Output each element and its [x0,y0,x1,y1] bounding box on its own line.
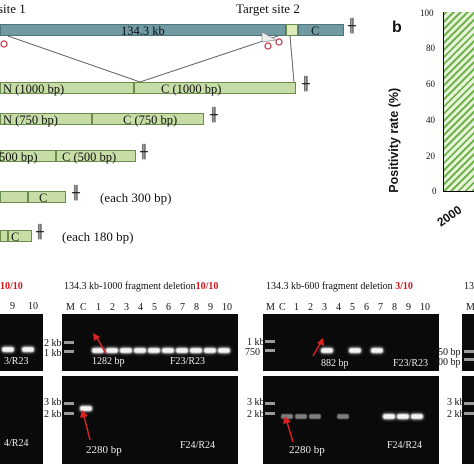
n-fragment-label-3: 500 bp) [0,150,38,164]
gel3-ladder-top-1kb: 1 kb [247,337,265,348]
c-fragment-bar-4: C [28,191,66,205]
terminator-icon: ╫ [302,77,310,92]
c-fragment-label-3: C (500 bp) [62,150,117,164]
gel3-ladder-top-750: 750 bp [245,347,273,358]
n-fragment-label-1: N (1000 bp) [3,82,65,96]
c-fragment-label-2: C (750 bp) [123,113,178,127]
gel4-top [462,314,474,371]
n-fragment-bar-5 [0,230,8,242]
gel1-primer-top: 3/R23 [4,356,29,367]
gel2-ladder-bottom-2kb: 2 kb [44,409,62,420]
gel1-bottom: 4/R24 [0,376,43,464]
terminator-icon: ╫ [210,108,218,123]
c-fragment-label-1: C (1000 bp) [161,82,222,96]
c-fragment-bar-1: C (1000 bp) [134,82,296,96]
terminator-icon: ╫ [348,19,356,34]
c-fragment-label-4: C [39,191,48,205]
gel3-title: 134.3 kb-600 fragment deletion 3/10 [266,281,413,292]
fragment-note-5: (each 180 bp) [62,229,134,244]
n-fragment-bar-2: N (750 bp) [0,113,92,127]
gel2-bottom: 2280 bp F24/R24 [62,376,238,464]
gel2-primer-top: F23/R23 [170,356,206,367]
fragment-note-4: (each 300 bp) [100,190,172,205]
gel3-bottom: 2280 bp F24/R24 [263,376,439,464]
n-fragment-bar-3: 500 bp) [0,150,56,164]
gel2-ladder-bottom-3kb: 3 kb [44,397,62,408]
terminator-icon: ╫ [72,186,80,201]
y-tick-0: 0 [432,186,437,196]
gel3-band-bottom-label: 2280 bp [289,444,325,456]
target-site-2-label: Target site 2 [236,1,300,16]
gel2-band-top-label: 1282 bp [92,356,125,367]
gel4-ladder-top-750: 750 bp [433,347,461,358]
gel4-lane-m: M [466,302,474,313]
gel3-top: 882 bp F23/R23 [263,314,439,371]
gel3-primer-bottom: F24/R24 [387,440,423,451]
y-tick-40: 40 [426,115,435,125]
n-fragment-bar-4 [0,191,28,203]
arrow-icon [80,410,91,441]
gel3-primer-top: F23/R23 [393,358,429,369]
x-axis-line [443,191,474,192]
gel2-band-bottom-label: 2280 bp [86,444,122,456]
gel3-lane-labels: M C 1 2 3 4 5 6 7 8 9 10 [266,302,430,313]
target-site-1-label: site 1 [0,1,26,16]
genome-segment-bar: 134.3 kb [0,24,286,38]
c-fragment-label-5: C [11,230,20,244]
gel2-lane-labels: M C 1 2 3 4 5 6 7 8 9 10 [66,302,232,313]
c-fragment-bar-2: C (750 bp) [92,113,204,127]
gel2-primer-bottom: F24/R24 [180,440,216,451]
panel-b-letter: b [392,19,402,36]
n-fragment-bar-1: N (1000 bp) [0,82,134,96]
gel2-ladder-top-2kb: 2 kb [44,338,62,349]
n-fragment-label-2: N (750 bp) [3,113,58,127]
gel4-ladder-bottom-2kb: 2 kb [447,409,465,420]
y-axis-label: Positivity rate (%) [387,87,402,193]
bar-2000 [444,12,474,191]
gel3-ladder-bottom-3kb: 3 kb [247,397,265,408]
c-segment-bar: C [298,24,344,38]
terminator-icon: ╫ [36,225,44,240]
arrow-icon [312,338,324,357]
gel2-ladder-top-1kb: 1 kb [44,348,62,359]
y-tick-100: 100 [420,8,434,18]
gel3-ladder-bottom-2kb: 2 kb [247,409,265,420]
y-tick-80: 80 [426,43,435,53]
junction-bar [286,24,298,36]
gel1-primer-bottom: 4/R24 [4,438,29,449]
gel3-band-top-label: 882 bp [321,358,349,369]
c-fragment-bar-3: C (500 bp) [56,150,136,164]
x-tick-2000: 2000 [434,202,465,230]
gel1-lane-10: 10 [28,301,38,312]
gel1-title: 10/10 [0,281,23,292]
arrow-icon [283,416,294,443]
deletion-lines-icon [0,31,295,83]
y-tick-60: 60 [426,79,435,89]
gel4-bottom [462,376,474,464]
gel2-top: 1282 bp F23/R23 [62,314,238,371]
terminator-icon: ╫ [140,145,148,160]
c-fragment-bar-5: C [8,230,32,244]
gel1-top: 3/R23 [0,314,43,371]
gel2-title: 134.3 kb-1000 fragment deletion10/10 [64,281,219,292]
segment-length-label: 134.3 kb [121,24,165,38]
y-axis-line [443,12,444,192]
gel4-ladder-top-500: 500 bp [433,357,461,368]
arrow-icon [93,333,107,355]
gel4-ladder-bottom-3kb: 3 kb [447,397,465,408]
y-tick-20: 20 [426,151,435,161]
c-label-top: C [311,24,320,38]
gel1-lane-9: 9 [10,301,15,312]
gel4-title: 13 [464,281,474,292]
